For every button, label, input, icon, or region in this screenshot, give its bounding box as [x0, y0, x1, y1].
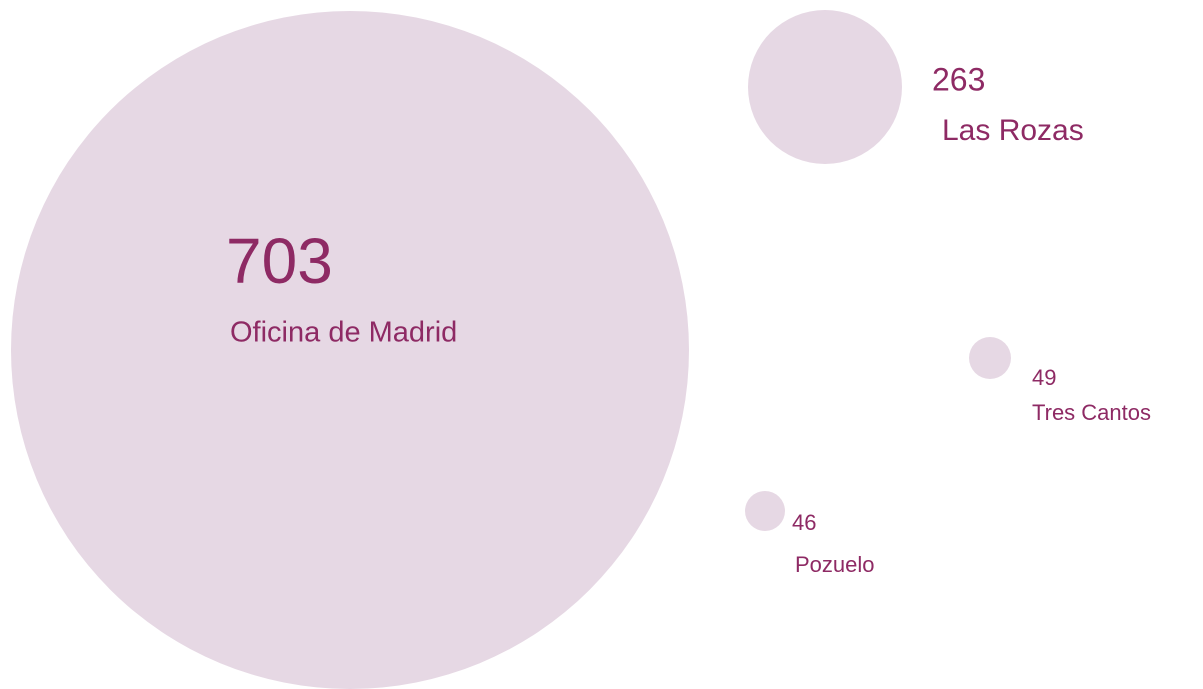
category-label: Las Rozas	[942, 114, 1084, 147]
category-label: Pozuelo	[795, 552, 875, 577]
value-label: 703	[226, 225, 333, 297]
value-label: 263	[932, 61, 985, 97]
bubble	[969, 337, 1011, 379]
bubble	[748, 10, 902, 164]
bubble	[11, 11, 689, 689]
value-label: 46	[792, 510, 816, 535]
value-label: 49	[1032, 365, 1056, 390]
category-label: Oficina de Madrid	[230, 317, 457, 349]
bubble	[745, 491, 785, 531]
category-label: Tres Cantos	[1032, 400, 1151, 425]
